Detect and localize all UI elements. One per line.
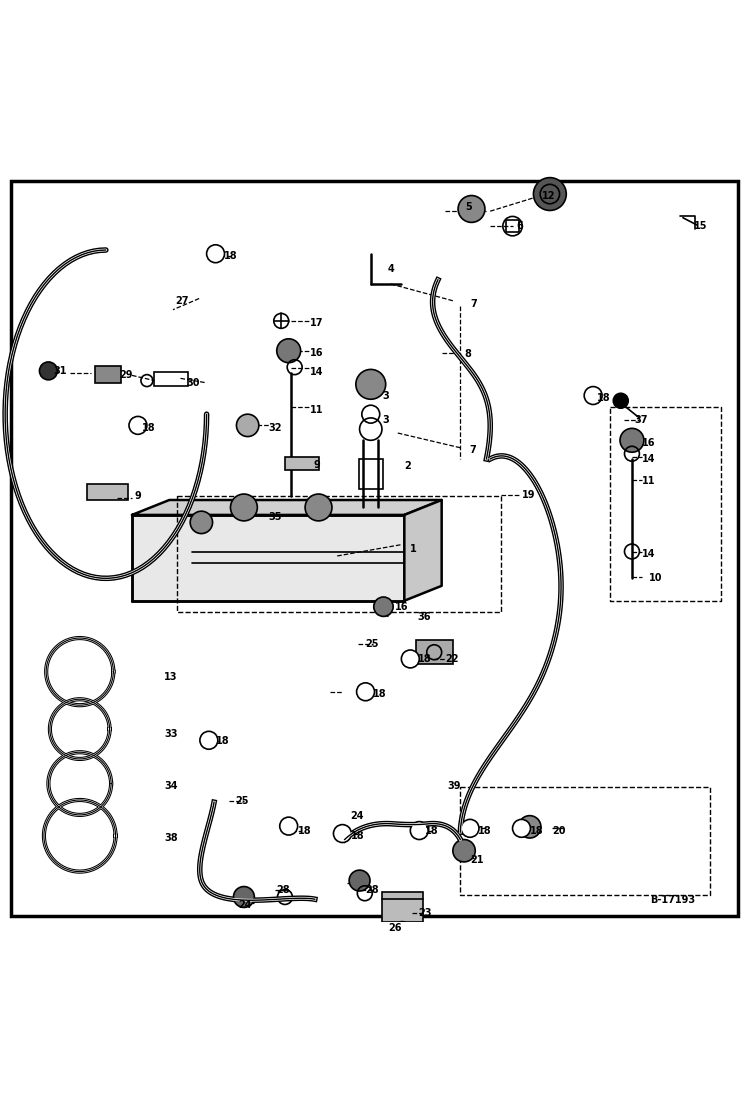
Circle shape	[200, 732, 218, 749]
Text: 18: 18	[425, 826, 439, 836]
Circle shape	[237, 415, 259, 437]
Text: 23: 23	[418, 907, 431, 918]
Text: 19: 19	[522, 489, 536, 500]
Text: 18: 18	[530, 826, 543, 836]
Text: 18: 18	[477, 826, 491, 836]
Text: 12: 12	[542, 191, 555, 201]
Text: 38: 38	[164, 833, 178, 842]
Circle shape	[613, 394, 628, 408]
Text: 18: 18	[298, 826, 312, 836]
Circle shape	[279, 817, 297, 835]
Text: 16: 16	[395, 602, 409, 612]
Bar	[416, 641, 453, 664]
Text: 26: 26	[388, 923, 401, 932]
Circle shape	[512, 819, 530, 837]
Circle shape	[533, 178, 566, 211]
Text: 9: 9	[134, 491, 141, 501]
Text: 6: 6	[516, 222, 523, 231]
Text: 21: 21	[470, 856, 484, 866]
Bar	[382, 892, 423, 921]
Text: 18: 18	[373, 689, 386, 699]
Bar	[87, 484, 128, 500]
Bar	[132, 514, 404, 601]
Text: 31: 31	[54, 366, 67, 376]
Text: 4: 4	[388, 263, 395, 273]
Circle shape	[333, 825, 351, 842]
Text: 7: 7	[470, 445, 476, 455]
Circle shape	[356, 370, 386, 399]
Text: 17: 17	[309, 318, 323, 328]
Text: 18: 18	[597, 393, 610, 403]
Circle shape	[584, 386, 602, 405]
Text: 33: 33	[164, 728, 178, 738]
Text: 30: 30	[187, 377, 200, 388]
Text: 1: 1	[410, 543, 417, 554]
Text: 20: 20	[552, 826, 565, 836]
Text: 18: 18	[216, 736, 230, 746]
Circle shape	[458, 195, 485, 223]
Circle shape	[518, 816, 541, 838]
Bar	[359, 459, 383, 489]
Circle shape	[374, 597, 393, 617]
Text: 3: 3	[382, 415, 389, 426]
Text: 14: 14	[309, 366, 323, 376]
Circle shape	[401, 651, 419, 668]
Bar	[285, 456, 318, 471]
Text: 3: 3	[382, 391, 389, 400]
Text: 18: 18	[351, 830, 364, 840]
Circle shape	[276, 339, 300, 363]
Text: 25: 25	[366, 640, 379, 649]
Circle shape	[620, 428, 644, 452]
Bar	[154, 372, 188, 386]
Text: 9: 9	[313, 460, 320, 470]
Text: 28: 28	[366, 885, 379, 895]
Text: 25: 25	[235, 795, 249, 805]
Text: B-17193: B-17193	[650, 895, 695, 905]
Circle shape	[207, 245, 225, 262]
Text: 22: 22	[446, 654, 459, 664]
Text: 16: 16	[642, 438, 655, 448]
Circle shape	[305, 494, 332, 521]
Text: 27: 27	[175, 296, 189, 306]
Text: 24: 24	[239, 901, 252, 911]
Circle shape	[410, 822, 428, 839]
Text: 18: 18	[418, 654, 431, 664]
Circle shape	[129, 417, 147, 434]
Circle shape	[40, 362, 58, 380]
Polygon shape	[132, 500, 442, 514]
Circle shape	[453, 839, 475, 862]
Circle shape	[190, 511, 213, 533]
Circle shape	[231, 494, 258, 521]
Text: 18: 18	[224, 251, 237, 261]
Bar	[506, 220, 519, 233]
Text: 13: 13	[164, 671, 178, 682]
Text: 37: 37	[634, 415, 648, 426]
Text: 7: 7	[470, 298, 477, 308]
Text: 11: 11	[309, 406, 323, 416]
Text: 11: 11	[642, 476, 655, 486]
Circle shape	[357, 682, 374, 701]
Text: 39: 39	[448, 781, 461, 791]
Text: 34: 34	[164, 781, 178, 791]
Text: 29: 29	[119, 371, 133, 381]
Text: 28: 28	[276, 885, 290, 895]
Text: 2: 2	[404, 462, 411, 472]
Text: 8: 8	[464, 350, 471, 360]
Text: 14: 14	[642, 454, 655, 464]
Circle shape	[234, 886, 255, 907]
Text: 10: 10	[649, 574, 663, 584]
Text: 24: 24	[351, 811, 364, 821]
Polygon shape	[404, 500, 442, 601]
Text: 5: 5	[466, 202, 473, 212]
Text: 14: 14	[642, 550, 655, 559]
Circle shape	[349, 870, 370, 891]
Text: 18: 18	[142, 422, 155, 432]
Text: 36: 36	[418, 612, 431, 622]
Text: 35: 35	[269, 512, 282, 522]
Text: 16: 16	[309, 348, 323, 358]
Circle shape	[461, 819, 479, 837]
Text: 32: 32	[269, 422, 282, 432]
Text: 15: 15	[694, 222, 707, 231]
Bar	[94, 366, 121, 383]
